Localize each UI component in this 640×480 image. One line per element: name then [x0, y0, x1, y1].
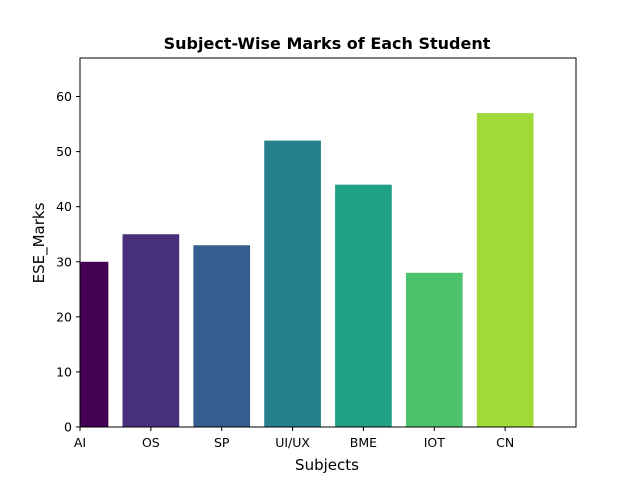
- x-tick-label: AI: [74, 435, 86, 450]
- x-tick-label: IOT: [424, 435, 446, 450]
- y-tick-label: 0: [64, 420, 72, 435]
- bar-cn: [476, 113, 534, 428]
- bar-ui-ux: [264, 140, 321, 427]
- x-ticks: AI OS SP UI/UX BME IOT CN: [74, 427, 514, 450]
- axes-layer: [79, 57, 577, 428]
- y-tick-label: 10: [56, 364, 72, 379]
- plot-frame: [79, 57, 577, 428]
- bar-iot: [405, 272, 463, 427]
- x-tick-label: UI/UX: [275, 435, 310, 450]
- bars-layer: [80, 113, 534, 428]
- y-tick-label: 50: [56, 144, 72, 159]
- bar-os: [122, 234, 180, 427]
- bar-ai: [80, 261, 109, 427]
- chart-title: Subject-Wise Marks of Each Student: [164, 34, 491, 53]
- x-tick-label: BME: [350, 435, 377, 450]
- x-tick-label: OS: [142, 435, 160, 450]
- y-ticks: 0 10 20 30 40 50 60: [56, 89, 80, 435]
- x-axis-label: Subjects: [295, 456, 359, 474]
- y-tick-label: 60: [56, 89, 72, 104]
- bar-bme: [335, 184, 392, 427]
- y-tick-label: 30: [56, 254, 72, 269]
- y-tick-label: 20: [56, 309, 72, 324]
- y-axis-label: ESE_Marks: [30, 202, 49, 283]
- x-tick-label: SP: [214, 435, 230, 450]
- bar-sp: [193, 245, 251, 427]
- x-tick-label: CN: [496, 435, 514, 450]
- y-tick-label: 40: [56, 199, 72, 214]
